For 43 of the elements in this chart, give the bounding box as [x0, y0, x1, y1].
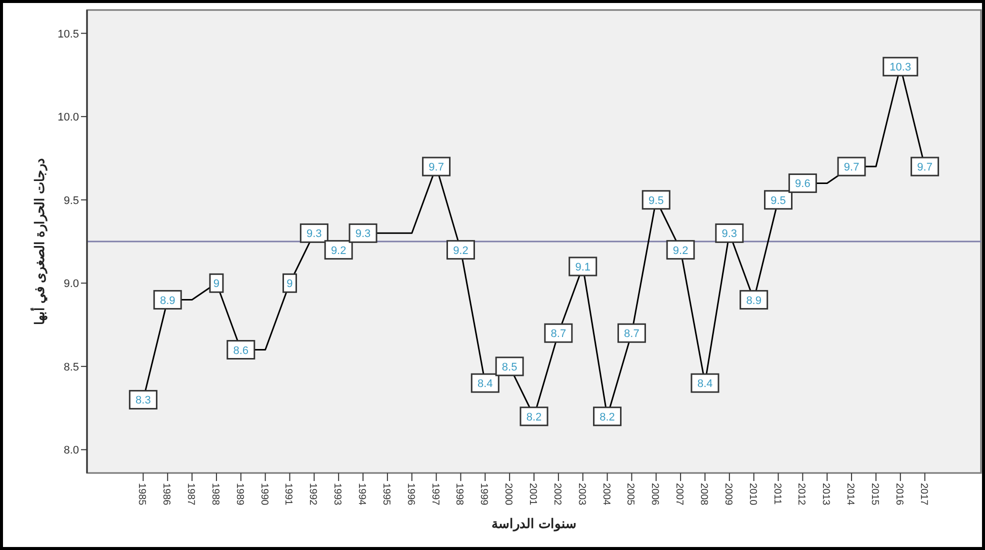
- x-tick-label: 2012: [796, 483, 807, 506]
- x-tick-label: 1993: [332, 483, 343, 506]
- x-tick-label: 1996: [404, 483, 416, 506]
- x-tick-label: 2001: [527, 483, 538, 506]
- y-tick-label: 10.0: [58, 112, 79, 124]
- x-tick-label: 2005: [624, 483, 636, 506]
- x-tick-label: 1995: [380, 483, 392, 506]
- x-tick-label: 2007: [674, 483, 685, 506]
- y-tick-label: 8.5: [64, 361, 79, 374]
- x-tick-label: 1986: [160, 483, 172, 506]
- x-tick-label: 1994: [356, 483, 368, 506]
- x-tick-label: 1997: [429, 483, 440, 506]
- x-tick-label: 2000: [502, 483, 514, 506]
- y-axis-title: درجات الحرارة الصغرى في أبها: [31, 158, 48, 326]
- x-tick-label: 2016: [893, 483, 904, 506]
- x-tick-label: 1991: [282, 483, 294, 506]
- x-tick-label: 1999: [478, 483, 490, 506]
- x-tick-label: 2003: [576, 483, 587, 506]
- x-tick-label: 1990: [258, 483, 270, 506]
- x-tick-label: 1988: [209, 483, 220, 506]
- x-tick-label: 2006: [649, 483, 660, 506]
- x-tick-label: 1985: [136, 483, 148, 506]
- x-tick-label: 2008: [698, 483, 709, 506]
- x-tick-label: 2015: [868, 483, 880, 506]
- x-tick-label: 2011: [771, 483, 782, 505]
- x-tick-label: 1989: [234, 483, 245, 506]
- y-tick-label: 9.0: [64, 278, 79, 290]
- x-tick-label: 2009: [722, 483, 734, 506]
- x-tick-label: 2010: [746, 483, 758, 506]
- x-axis-title: سنوات الدراسة: [492, 516, 576, 532]
- data-label: 9: [213, 278, 220, 290]
- x-tick-label: 2002: [551, 483, 562, 506]
- y-tick-label: 8.0: [64, 444, 79, 457]
- x-tick-label: 2013: [820, 483, 832, 506]
- x-tick-label: 1992: [307, 483, 318, 506]
- y-tick-label: 10.5: [58, 28, 79, 40]
- x-tick-label: 1987: [185, 483, 196, 506]
- x-tick-label: 2004: [600, 483, 612, 506]
- y-tick-label: 9.5: [64, 194, 79, 207]
- data-label: 9: [286, 278, 293, 290]
- x-tick-label: 1998: [454, 483, 465, 506]
- x-tick-label: 2014: [844, 483, 856, 506]
- x-tick-label: 2017: [918, 483, 929, 506]
